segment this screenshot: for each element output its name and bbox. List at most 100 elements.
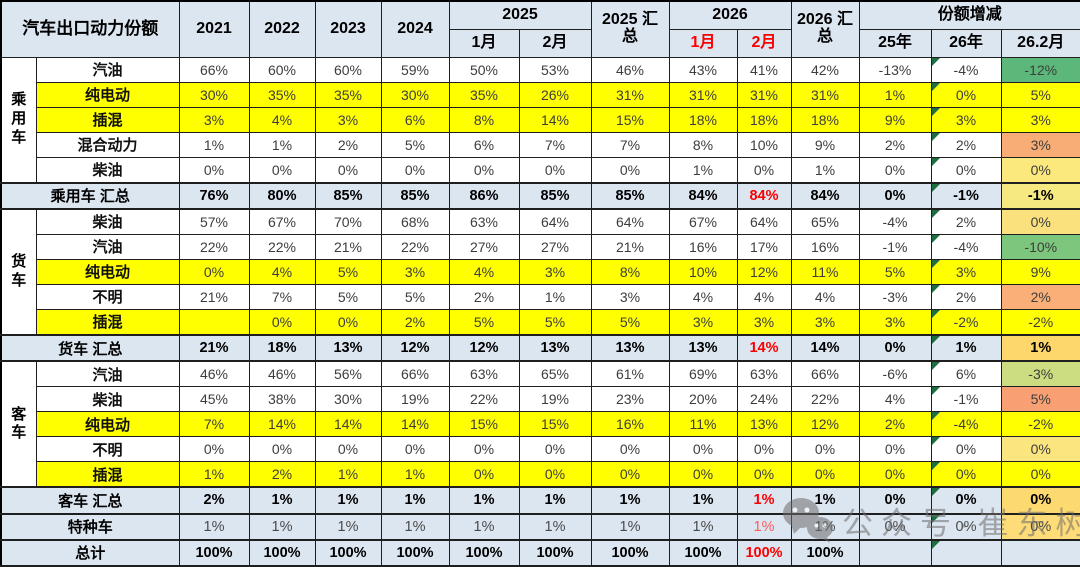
value-cell: 3%	[380, 258, 450, 285]
col-header-2024: 2024	[380, 0, 450, 58]
col-header-share-25: 25年	[858, 28, 932, 58]
value-cell: 1%	[736, 486, 792, 515]
value-cell: -2%	[930, 308, 1002, 336]
value-cell: 100%	[518, 538, 592, 567]
value-cell: 0%	[380, 156, 450, 184]
value-cell: -4%	[930, 56, 1002, 83]
value-cell: 10%	[668, 258, 738, 285]
value-cell: 100%	[448, 538, 520, 567]
value-cell: 85%	[590, 181, 670, 210]
value-cell: 3%	[178, 106, 250, 133]
value-cell: 12%	[790, 411, 860, 438]
value-cell: 2%	[1000, 283, 1080, 310]
value-cell: 16%	[790, 233, 860, 260]
value-cell: 1%	[248, 512, 316, 541]
value-cell: 11%	[790, 258, 860, 285]
value-cell: 5%	[1000, 81, 1080, 108]
value-cell: 0%	[590, 461, 670, 488]
value-cell: 3%	[790, 308, 860, 336]
value-cell: 84%	[668, 181, 738, 210]
col-header-2026-total: 2026 汇总	[790, 0, 860, 58]
value-cell: 0%	[736, 461, 792, 488]
value-cell: 0%	[314, 308, 382, 336]
value-cell: 5%	[380, 131, 450, 158]
value-cell: 1%	[518, 283, 592, 310]
row-label: 插混	[35, 106, 180, 133]
value-cell: 31%	[668, 81, 738, 108]
value-cell	[858, 538, 932, 567]
value-cell: 21%	[178, 333, 250, 363]
value-cell	[178, 308, 250, 336]
value-cell: 0%	[858, 156, 932, 184]
col-header-share-26: 26年	[930, 28, 1002, 58]
value-cell: 86%	[448, 181, 520, 210]
value-cell: 41%	[736, 56, 792, 83]
value-cell: 13%	[590, 333, 670, 363]
col-header-2023: 2023	[314, 0, 382, 58]
value-cell	[1000, 538, 1080, 567]
value-cell: 7%	[590, 131, 670, 158]
value-cell: 0%	[668, 461, 738, 488]
value-cell: 21%	[590, 233, 670, 260]
value-cell: 12%	[380, 333, 450, 363]
value-cell: 1%	[790, 156, 860, 184]
value-cell: 1%	[248, 131, 316, 158]
col-header-2022: 2022	[248, 0, 316, 58]
value-cell: 9%	[1000, 258, 1080, 285]
value-cell: 67%	[668, 208, 738, 235]
value-cell: 0%	[668, 436, 738, 463]
col-group-share-change: 份额增减	[858, 0, 1080, 30]
value-cell: 7%	[248, 283, 316, 310]
value-cell: 2%	[314, 131, 382, 158]
value-cell: 76%	[178, 181, 250, 210]
value-cell: 30%	[314, 386, 382, 413]
value-cell: 16%	[590, 411, 670, 438]
value-cell: 1%	[590, 512, 670, 541]
value-cell: 6%	[380, 106, 450, 133]
value-cell: 35%	[248, 81, 316, 108]
row-label: 混合动力	[35, 131, 180, 158]
value-cell: -1%	[858, 233, 932, 260]
value-cell: 21%	[178, 283, 250, 310]
value-cell: 2%	[448, 283, 520, 310]
value-cell: 4%	[736, 283, 792, 310]
value-cell: 0%	[790, 436, 860, 463]
value-cell: 46%	[248, 360, 316, 388]
col-header-2026-jan: 1月	[668, 28, 738, 58]
table-row: 特种车 1% 1% 1% 1% 1% 1% 1% 1% 1% 1% 0% 0% 0%	[0, 512, 1080, 541]
row-label: 柴油	[35, 208, 180, 235]
value-cell: 5%	[1000, 386, 1080, 413]
value-cell: 2%	[858, 411, 932, 438]
value-cell: 10%	[736, 131, 792, 158]
value-cell: 2%	[178, 486, 250, 515]
row-label: 插混	[35, 461, 180, 488]
col-group-2025: 2025	[448, 0, 592, 30]
value-cell: 0%	[314, 436, 382, 463]
value-cell: 12%	[448, 333, 520, 363]
value-cell: 0%	[518, 461, 592, 488]
value-cell: 64%	[518, 208, 592, 235]
header-row-2: 1月 2月 1月 2月 25年 26年 26.2月	[1, 28, 1080, 58]
value-cell: 15%	[590, 106, 670, 133]
value-cell: 57%	[178, 208, 250, 235]
row-label: 汽油	[35, 56, 180, 83]
value-cell: 4%	[858, 386, 932, 413]
value-cell: 0%	[1000, 208, 1080, 235]
value-cell: 5%	[448, 308, 520, 336]
value-cell: 13%	[518, 333, 592, 363]
value-cell: 3%	[590, 283, 670, 310]
value-cell: 100%	[380, 538, 450, 567]
table-body: 乘用车汽油 66% 60% 60% 59% 50% 53% 46% 43% 41% 42% -13% -…	[0, 56, 1080, 567]
value-cell: 64%	[736, 208, 792, 235]
value-cell: 66%	[790, 360, 860, 388]
value-cell: 85%	[380, 181, 450, 210]
summary-label: 货车 汇总	[0, 333, 180, 363]
summary-row: 货车 汇总 21% 18% 13% 12% 12% 13% 13% 13% 14% 14% 0% 1% 1…	[0, 333, 1080, 363]
value-cell: 1%	[858, 81, 932, 108]
value-cell: 20%	[668, 386, 738, 413]
value-cell: 7%	[178, 411, 250, 438]
value-cell: 1%	[448, 512, 520, 541]
value-cell: 2%	[930, 283, 1002, 310]
value-cell: 8%	[668, 131, 738, 158]
value-cell: 1%	[590, 486, 670, 515]
